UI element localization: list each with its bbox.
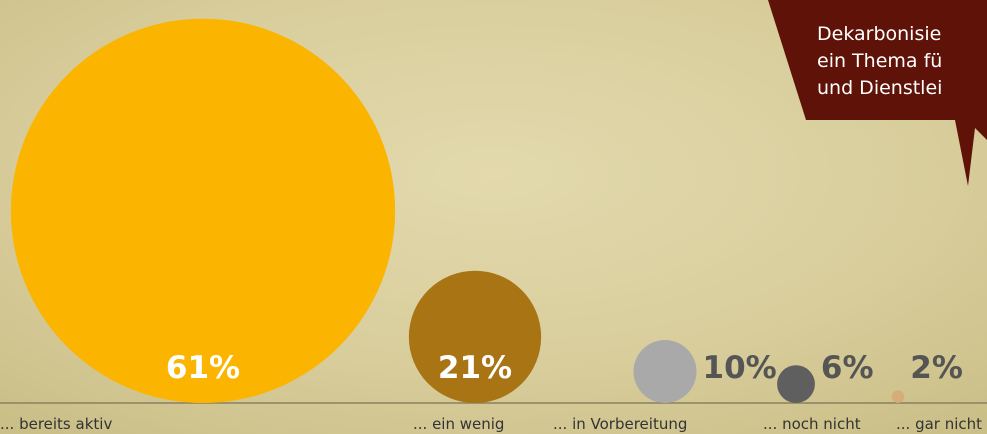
callout: Dekarbonisie ein Thema fü und Dienstlei: [768, 0, 987, 186]
callout-line: ein Thema fü: [817, 50, 942, 72]
callout-box: [768, 0, 987, 186]
bubble: [408, 270, 542, 403]
callout-line: Dekarbonisie: [817, 23, 941, 45]
bubble: [777, 365, 815, 403]
category-label: ... gar nicht: [896, 415, 982, 433]
bubbles: [10, 18, 905, 404]
callout-line: und Dienstlei: [817, 77, 942, 99]
value-label: 61%: [166, 350, 240, 386]
category-label: ... in Vorbereitung: [553, 415, 687, 433]
bubble: [10, 18, 396, 403]
value-label: 10%: [703, 350, 777, 386]
category-label: ... bereits aktiv: [0, 415, 112, 433]
category-label: ... ein wenig: [413, 415, 504, 433]
category-label: ... noch nicht: [763, 415, 861, 433]
value-label: 21%: [438, 350, 512, 386]
bubble: [891, 390, 905, 404]
value-label: 2%: [910, 350, 963, 386]
value-label: 6%: [821, 350, 874, 386]
bubble: [633, 340, 697, 403]
